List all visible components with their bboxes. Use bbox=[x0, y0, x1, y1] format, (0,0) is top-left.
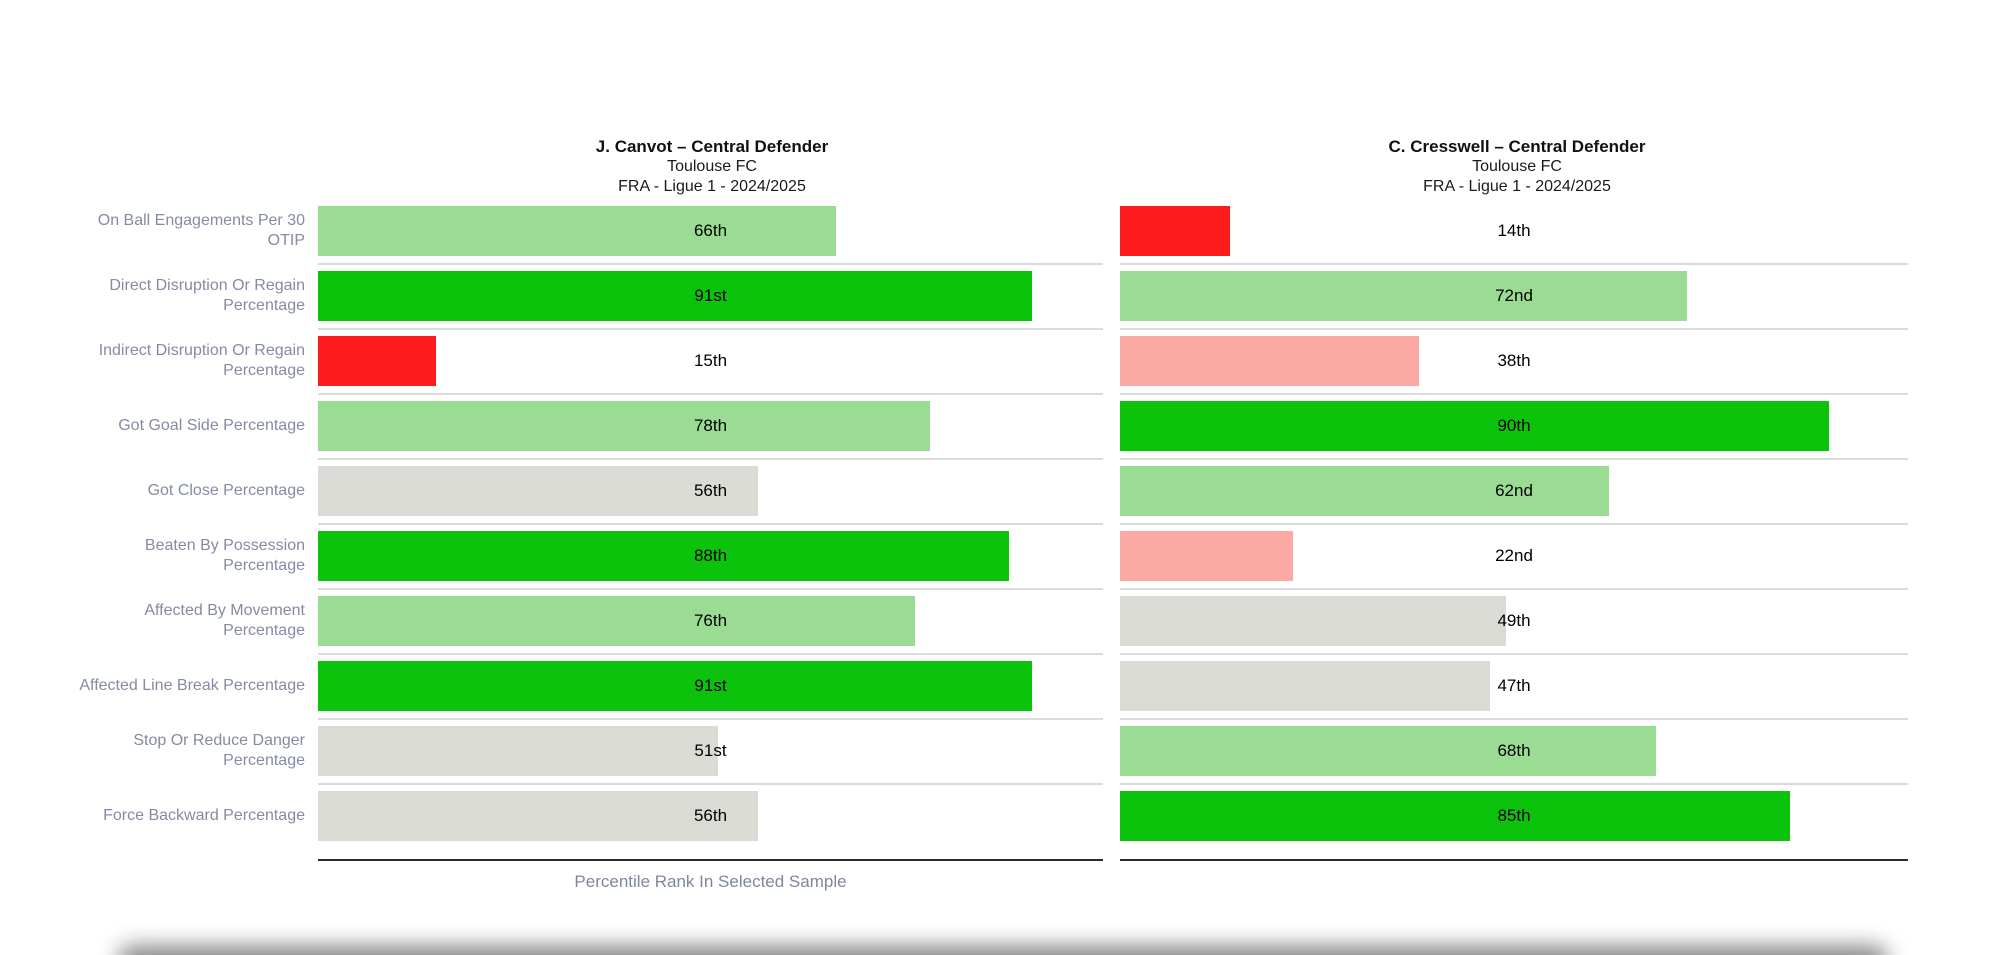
row-label: Beaten By Possession Percentage bbox=[144, 537, 305, 574]
percentile-bar bbox=[1120, 271, 1687, 321]
row-label: Indirect Disruption Or Regain Percentage bbox=[98, 342, 305, 379]
percentile-value: 22nd bbox=[1495, 546, 1533, 565]
percentile-bar bbox=[1120, 336, 1419, 386]
percentile-bar bbox=[318, 726, 718, 776]
row-separator bbox=[1120, 783, 1908, 785]
percentile-bar bbox=[1120, 401, 1829, 451]
row-separator bbox=[318, 523, 1103, 525]
left-player-team: Toulouse FC bbox=[667, 158, 757, 175]
percentile-value: 14th bbox=[1497, 221, 1531, 240]
row-label: Got Close Percentage bbox=[147, 482, 305, 499]
percentile-value: 66th bbox=[693, 221, 728, 240]
percentile-value: 47th bbox=[1497, 676, 1531, 695]
percentile-value: 91st bbox=[694, 286, 727, 305]
percentile-value: 78th bbox=[693, 416, 728, 435]
right-axis-line bbox=[1120, 859, 1908, 861]
row-separator bbox=[318, 458, 1103, 460]
percentile-value: 49th bbox=[1497, 611, 1531, 630]
percentile-bar bbox=[318, 401, 930, 451]
percentile-bar bbox=[1120, 466, 1609, 516]
right-panel-title: C. Cresswell – Central Defender Toulouse… bbox=[1197, 136, 1837, 197]
row-separator bbox=[1120, 328, 1908, 330]
bottom-window-shadow bbox=[118, 946, 1888, 955]
row-label: Force Backward Percentage bbox=[103, 807, 305, 824]
row-separator bbox=[318, 393, 1103, 395]
percentile-bar bbox=[1120, 661, 1490, 711]
left-panel-title: J. Canvot – Central Defender Toulouse FC… bbox=[392, 136, 1032, 197]
percentile-bar bbox=[318, 271, 1032, 321]
row-separator bbox=[318, 718, 1103, 720]
percentile-bar bbox=[318, 661, 1032, 711]
percentile-bar bbox=[318, 336, 436, 386]
percentile-bar bbox=[318, 466, 758, 516]
row-separator bbox=[1120, 458, 1908, 460]
right-player-competition: FRA - Ligue 1 - 2024/2025 bbox=[1423, 178, 1611, 195]
percentile-value: 90th bbox=[1497, 416, 1531, 435]
percentile-bar bbox=[1120, 726, 1656, 776]
right-player-name: C. Cresswell – Central Defender bbox=[1388, 137, 1646, 156]
percentile-value: 72nd bbox=[1495, 286, 1533, 305]
row-label: Direct Disruption Or Regain Percentage bbox=[109, 277, 305, 314]
percentile-value: 62nd bbox=[1495, 481, 1533, 500]
right-player-team: Toulouse FC bbox=[1472, 158, 1562, 175]
percentile-value: 38th bbox=[1497, 351, 1531, 370]
row-label: Affected By Movement Percentage bbox=[144, 602, 305, 639]
row-separator bbox=[318, 328, 1103, 330]
percentile-value: 88th bbox=[693, 546, 728, 565]
percentile-value: 51st bbox=[694, 741, 727, 760]
percentile-bar bbox=[1120, 531, 1293, 581]
row-separator bbox=[1120, 718, 1908, 720]
row-separator bbox=[1120, 588, 1908, 590]
percentile-value: 56th bbox=[693, 481, 728, 500]
row-label: Got Goal Side Percentage bbox=[118, 417, 305, 434]
left-player-competition: FRA - Ligue 1 - 2024/2025 bbox=[618, 178, 806, 195]
left-player-name: J. Canvot – Central Defender bbox=[595, 137, 829, 156]
axis-label: Percentile Rank In Selected Sample bbox=[574, 872, 847, 891]
row-separator bbox=[318, 263, 1103, 265]
percentile-bar bbox=[318, 791, 758, 841]
percentile-value: 56th bbox=[693, 806, 728, 825]
percentile-value: 85th bbox=[1497, 806, 1531, 825]
percentile-value: 91st bbox=[694, 676, 727, 695]
row-separator bbox=[318, 588, 1103, 590]
percentile-bar bbox=[1120, 206, 1230, 256]
row-separator bbox=[318, 783, 1103, 785]
percentile-bar bbox=[1120, 791, 1790, 841]
row-separator bbox=[318, 653, 1103, 655]
row-label: Stop Or Reduce Danger Percentage bbox=[133, 732, 305, 769]
percentile-value: 76th bbox=[693, 611, 728, 630]
percentile-bar bbox=[1120, 596, 1506, 646]
row-label: Affected Line Break Percentage bbox=[79, 677, 305, 694]
percentile-bar bbox=[318, 596, 915, 646]
row-label: On Ball Engagements Per 30 OTIP bbox=[97, 212, 305, 249]
left-axis-line bbox=[318, 859, 1103, 861]
row-separator bbox=[1120, 263, 1908, 265]
percentile-value: 68th bbox=[1497, 741, 1531, 760]
percentile-value: 15th bbox=[693, 351, 728, 370]
row-separator bbox=[1120, 393, 1908, 395]
percentile-bar bbox=[318, 531, 1009, 581]
row-separator bbox=[1120, 653, 1908, 655]
row-separator bbox=[1120, 523, 1908, 525]
percentile-bar bbox=[318, 206, 836, 256]
